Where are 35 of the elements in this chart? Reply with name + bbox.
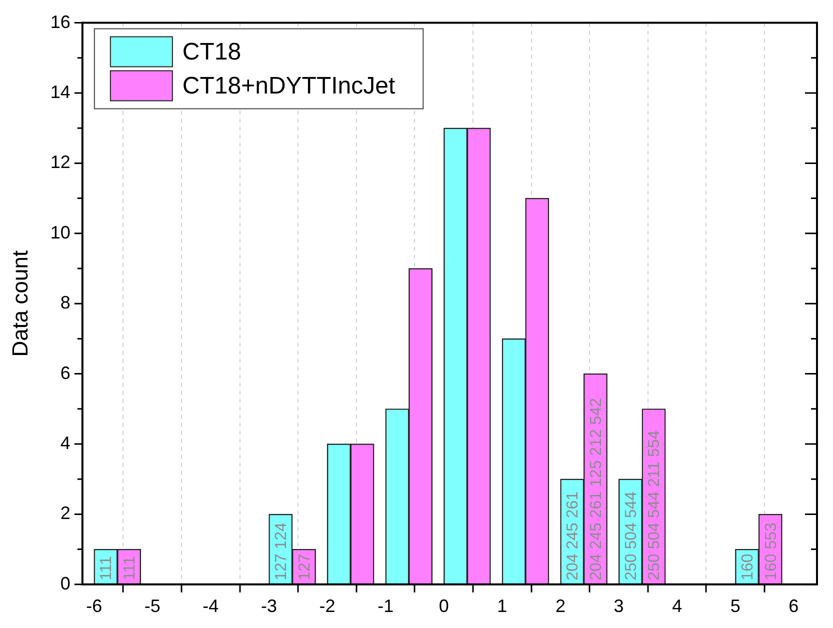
legend-label: CT18+nDYTTIncJet bbox=[182, 72, 396, 100]
x-tick-label: -2 bbox=[319, 596, 336, 616]
annotation: 160 bbox=[739, 554, 756, 580]
x-tick-label: 1 bbox=[497, 596, 508, 616]
x-tick-label: -4 bbox=[202, 596, 219, 616]
y-tick-label: 0 bbox=[60, 573, 70, 594]
x-tick-label: -3 bbox=[260, 596, 277, 616]
annotation: 127 124 bbox=[273, 522, 290, 580]
y-tick-label: 4 bbox=[60, 432, 70, 453]
legend-label: CT18 bbox=[182, 38, 242, 66]
y-tick-label: 14 bbox=[50, 82, 70, 102]
x-tick-label: -1 bbox=[378, 596, 394, 616]
annotation: 111 bbox=[121, 556, 138, 580]
x-tick-label: 4 bbox=[672, 596, 682, 616]
x-tick-label: 2 bbox=[555, 596, 566, 616]
y-tick-label: 8 bbox=[60, 292, 70, 313]
x-tick-label: -6 bbox=[86, 596, 102, 616]
x-tick-label: 6 bbox=[788, 596, 799, 616]
y-tick-label: 16 bbox=[50, 12, 70, 32]
y-axis-title: Data count bbox=[7, 250, 32, 357]
y-tick-label: 12 bbox=[50, 152, 70, 172]
annotation: 111 bbox=[98, 556, 116, 580]
annotation: 250 504 544 bbox=[622, 491, 640, 580]
annotation: 160 553 bbox=[762, 522, 780, 580]
annotation: 250 504 544 211 554 bbox=[646, 430, 664, 580]
annotation: 204 245 261 125 212 542 bbox=[588, 398, 605, 580]
annotation: 204 245 261 bbox=[564, 491, 582, 580]
y-tick-label: 2 bbox=[60, 503, 70, 524]
y-tick-label: 10 bbox=[50, 222, 70, 242]
x-tick-label: 3 bbox=[614, 596, 624, 616]
x-tick-label: 5 bbox=[730, 596, 740, 616]
y-tick-label: 6 bbox=[60, 362, 70, 383]
x-tick-label: 0 bbox=[438, 596, 449, 616]
x-tick-label: -5 bbox=[144, 596, 160, 616]
annotation: 127 bbox=[296, 554, 314, 580]
